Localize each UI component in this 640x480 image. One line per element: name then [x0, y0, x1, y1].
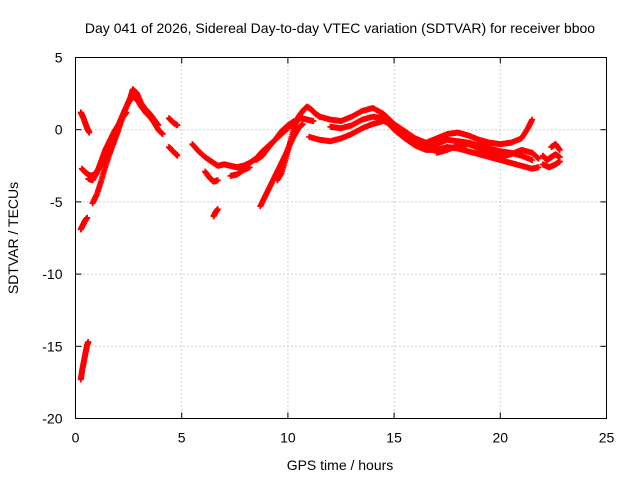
- y-tick-label: -20: [42, 411, 62, 427]
- x-tick-label: 0: [72, 430, 80, 446]
- y-tick-label: -5: [50, 194, 63, 210]
- data-points: [77, 86, 563, 383]
- chart-title: Day 041 of 2026, Sidereal Day-to-day VTE…: [85, 20, 595, 36]
- axis-ticks: 0 5 10 15 20 25 -20 -15 -10 -5 0 5: [42, 50, 614, 446]
- sat-track-10: [202, 168, 221, 185]
- x-tick-label: 25: [599, 430, 615, 446]
- sat-track-22: [548, 141, 563, 153]
- x-tick-label: 20: [493, 430, 509, 446]
- data-point: [556, 158, 563, 165]
- sat-track-04: [78, 93, 166, 179]
- sat-track-15: [253, 118, 298, 164]
- data-point: [214, 206, 221, 213]
- y-tick-label: -10: [42, 266, 62, 282]
- data-point: [86, 129, 93, 136]
- y-axis-label: SDTVAR / TECUs: [5, 182, 21, 294]
- sat-track-01: [77, 109, 93, 136]
- sat-track-19: [433, 141, 542, 162]
- data-point: [159, 131, 166, 138]
- data-point: [155, 122, 162, 129]
- data-point: [310, 118, 317, 125]
- sat-track-02: [77, 338, 92, 383]
- plot-frame: [75, 57, 607, 419]
- grid: [75, 57, 607, 419]
- x-tick-label: 5: [178, 430, 186, 446]
- sat-track-11: [210, 206, 221, 220]
- y-tick-label: -15: [42, 338, 62, 354]
- y-tick-label: 5: [55, 50, 63, 66]
- sat-track-06: [85, 109, 130, 184]
- sat-track-03: [77, 214, 91, 233]
- sat-track-08: [165, 144, 181, 159]
- x-axis-label: GPS time / hours: [287, 457, 394, 473]
- data-point: [84, 214, 91, 221]
- sat-track-18: [327, 113, 542, 172]
- x-tick-label: 10: [280, 430, 296, 446]
- y-tick-label: 0: [55, 122, 63, 138]
- sat-track-17: [316, 105, 536, 148]
- sat-track-05: [89, 86, 162, 207]
- data-point: [214, 177, 221, 184]
- data-point: [299, 120, 306, 127]
- sat-track-14: [274, 103, 323, 184]
- data-point: [123, 109, 130, 116]
- x-tick-label: 15: [386, 430, 402, 446]
- data-point: [174, 152, 181, 159]
- sat-track-21: [539, 158, 563, 171]
- data-point: [85, 338, 92, 345]
- data-point: [535, 164, 542, 171]
- data-point: [529, 116, 536, 123]
- data-point: [529, 157, 536, 164]
- data-point: [246, 164, 253, 171]
- data-point: [535, 155, 542, 162]
- data-point: [291, 118, 298, 125]
- sat-track-07: [165, 115, 181, 129]
- data-point: [174, 122, 181, 129]
- sat-track-12: [227, 164, 253, 179]
- data-point: [556, 146, 563, 153]
